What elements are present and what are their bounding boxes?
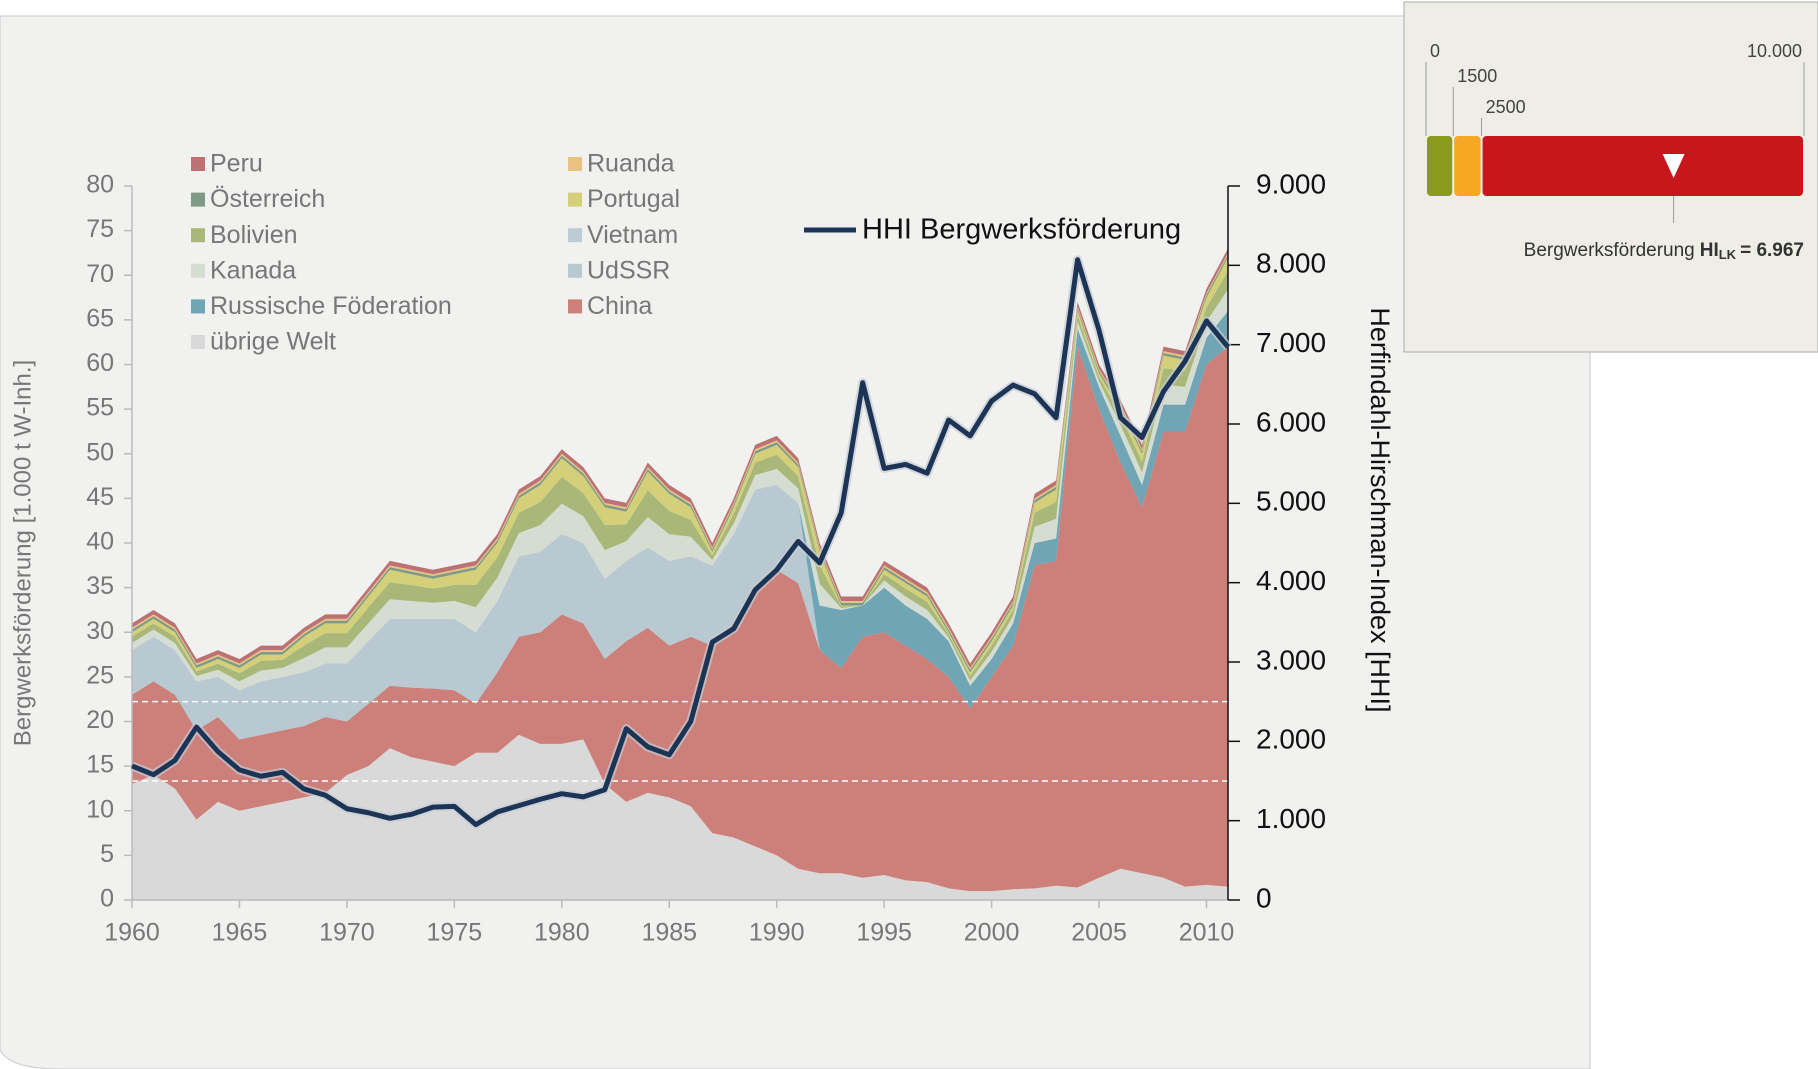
y-tick-label: 15 (86, 751, 114, 779)
area (132, 734, 1228, 900)
x-tick-label: 2010 (1179, 919, 1235, 947)
x-tick-label: 1960 (104, 919, 160, 947)
legend-swatch (191, 157, 205, 171)
area (132, 346, 1228, 892)
y2-tick-label: 4.000 (1256, 565, 1326, 596)
x-tick-label: 1980 (534, 919, 590, 947)
legend-label: Österreich (210, 185, 325, 213)
y-tick-label: 45 (86, 483, 114, 511)
legend-label: Bolivien (210, 221, 298, 249)
y-tick-label: 35 (86, 572, 114, 600)
gauge-label-part: = 6.967 (1740, 240, 1804, 261)
gauge-label-part: HI (1700, 240, 1719, 261)
gauge-label-part: Bergwerksförderung (1524, 240, 1695, 261)
legend-label: Vietnam (587, 221, 678, 249)
legend-label: UdSSR (587, 256, 670, 284)
y-tick-label: 30 (86, 617, 114, 645)
y2-tick-label: 0 (1256, 882, 1272, 913)
x-tick-label: 1995 (856, 919, 912, 947)
y-tick-label: 60 (86, 349, 114, 377)
x-tick-label: 2000 (964, 919, 1020, 947)
gauge-tick-label: 10.000 (1747, 41, 1802, 61)
y-tick-label: 25 (86, 661, 114, 689)
y-tick-label: 75 (86, 215, 114, 243)
y-tick-label: 20 (86, 706, 114, 734)
gauge-marker (1662, 154, 1685, 178)
y-axis-title: Bergwerksförderung [1.000 t W-Inh.] (9, 360, 36, 746)
legend-swatch (568, 263, 582, 278)
legend-label: China (587, 292, 652, 320)
legend-label: HHI Bergwerksförderung (862, 214, 1181, 246)
hhi-line (131, 257, 1230, 828)
legend-swatch (568, 192, 582, 207)
y2-tick-label: 8.000 (1256, 248, 1326, 279)
y2-tick-label: 6.000 (1256, 406, 1326, 437)
legend-swatch (191, 263, 205, 278)
y2-tick-label: 1.000 (1256, 803, 1326, 834)
x-tick-label: 2005 (1071, 919, 1127, 947)
y2-tick-label: 9.000 (1256, 168, 1326, 199)
x-tick-label: 1985 (641, 919, 697, 947)
gauge-segment (1482, 136, 1803, 196)
gauge-tick-label: 1500 (1457, 66, 1497, 86)
x-tick-label: 1965 (212, 919, 268, 947)
legend-label: Portugal (587, 185, 680, 213)
x-tick-label: 1970 (319, 919, 375, 947)
x-tick-label: 1990 (749, 919, 805, 947)
gauge-label-part: LK (1719, 247, 1737, 262)
legend-swatch (568, 228, 582, 243)
y2-tick-label: 7.000 (1256, 327, 1326, 358)
legend-label: Peru (210, 150, 263, 178)
y2-axis-title: Herfindahl-Hirschman-Index [HHI] (1365, 307, 1395, 712)
legend-swatch (191, 192, 205, 207)
legend-label: Russische Föderation (210, 292, 452, 320)
y-tick-label: 40 (86, 528, 114, 556)
x-tick-label: 1975 (427, 919, 483, 947)
gauge-segment (1427, 136, 1453, 196)
legend-swatch (191, 228, 205, 243)
legend-swatch (191, 335, 205, 349)
legend-swatch (568, 157, 582, 171)
y2-tick-label: 2.000 (1256, 724, 1326, 755)
legend-label: Ruanda (587, 150, 675, 178)
area (132, 346, 1228, 740)
y-tick-label: 5 (100, 840, 114, 868)
y-tick-label: 65 (86, 304, 114, 332)
y-tick-label: 80 (86, 171, 114, 199)
y-tick-label: 50 (86, 438, 114, 466)
y2-tick-label: 3.000 (1256, 644, 1326, 675)
y-tick-label: 70 (86, 260, 114, 288)
legend-swatch (191, 299, 205, 314)
gauge-tick-label: 2500 (1486, 97, 1526, 117)
legend-label: Kanada (210, 256, 296, 284)
legend-label: übrige Welt (210, 328, 336, 356)
gauge-segment (1454, 136, 1481, 196)
gauge-label: Bergwerksförderung HILK = 6.967 (1524, 240, 1804, 262)
gauge-tick-label: 0 (1430, 41, 1440, 61)
y-tick-label: 10 (86, 795, 114, 823)
y2-tick-label: 5.000 (1256, 486, 1326, 517)
y-tick-label: 55 (86, 394, 114, 422)
y-tick-label: 0 (100, 885, 114, 913)
legend-swatch (568, 299, 582, 314)
